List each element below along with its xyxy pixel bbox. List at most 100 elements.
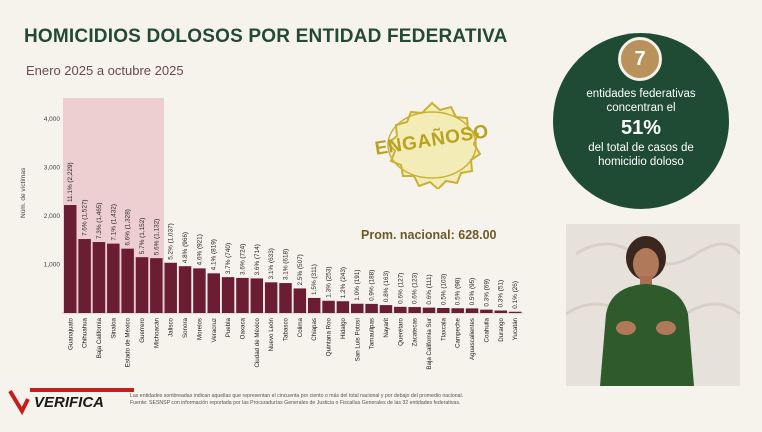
bar-value-label: 1.0% (191) (354, 269, 361, 300)
interpreter-figure-icon (566, 224, 740, 386)
x-tick-label: Tabasco (283, 317, 290, 341)
bar-value-label: 4.1% (819) (211, 239, 218, 270)
bar (64, 205, 77, 313)
bar-value-label: 1.3% (253) (326, 266, 333, 297)
bar (437, 308, 450, 313)
x-tick-label: San Luis Potosí (354, 318, 361, 362)
sign-language-interpreter (566, 224, 740, 386)
x-tick-label: Michoacán (153, 317, 160, 347)
bar (164, 262, 177, 313)
bar-value-label: 0.3% (69) (483, 279, 490, 307)
bar (451, 308, 464, 313)
bar (480, 309, 493, 313)
badge-percent: 51% (620, 117, 662, 139)
bar (78, 239, 91, 313)
x-tick-label: Quintana Roo (326, 317, 333, 356)
x-tick-label: Veracruz (211, 318, 218, 342)
x-tick-label: Morelos (196, 318, 203, 340)
bar-value-label: 4.8% (966) (182, 232, 189, 263)
footnote-line1: Las entidades sombreadas indican aquella… (130, 393, 464, 399)
x-tick-label: Oaxaca (239, 317, 246, 339)
x-tick-label: Baja California Sur (426, 318, 433, 370)
bar (293, 288, 307, 313)
bar-value-label: 0.6% (123) (412, 273, 419, 304)
badge-line2: concentran el (606, 102, 676, 114)
x-tick-label: Baja California (96, 317, 103, 358)
bar (394, 306, 407, 313)
badge-line1: entidades federativas (586, 88, 696, 100)
bar-value-label: 0.1% (26) (512, 281, 519, 309)
x-tick-label: Campeche (455, 317, 462, 347)
x-tick-label: Estado de México (125, 317, 132, 367)
x-tick-label: Sonora (182, 317, 189, 338)
x-tick-label: Nayarit (383, 318, 390, 338)
bar (150, 258, 163, 313)
bar-value-label: 2.5% (507) (297, 254, 304, 285)
bar (322, 300, 335, 313)
badge-number: 7 (618, 37, 662, 81)
national-average-label: Prom. nacional: 628.00 (361, 228, 497, 242)
x-tick-label: Guanajuato (67, 317, 74, 350)
bar-value-label: 1.2% (243) (340, 267, 347, 298)
bar-value-label: 1.5% (311) (311, 264, 318, 295)
bar-value-label: 0.6% (111) (426, 274, 433, 304)
bar (508, 311, 522, 313)
verifica-logo: VERIFICA (8, 385, 136, 416)
verifica-check-icon (8, 388, 134, 416)
bar-value-label: 7.1% (1,432) (110, 204, 117, 241)
x-tick-label: Querétaro (397, 317, 404, 345)
x-tick-label: Chihuahua (82, 317, 89, 347)
x-tick-label: Durango (498, 317, 505, 341)
bar-value-label: 0.3% (51) (498, 280, 505, 308)
bar (107, 243, 120, 313)
footnote: Las entidades sombreadas indican aquella… (130, 393, 540, 407)
bar-value-label: 0.6% (127) (397, 273, 404, 304)
bar (408, 307, 421, 313)
bar (121, 248, 134, 313)
bar (92, 242, 106, 313)
bar (135, 257, 149, 313)
bar-value-label: 0.9% (188) (369, 270, 376, 301)
x-tick-label: Jalisco (168, 317, 175, 336)
badge-line4: homicidio doloso (598, 156, 684, 168)
bar (264, 282, 278, 313)
bar-value-label: 3.1% (633) (268, 248, 275, 279)
x-tick-label: Ciudad de México (254, 317, 261, 367)
bar-value-label: 3.6% (724) (239, 244, 246, 275)
x-tick-label: Chiapas (311, 318, 318, 341)
bar (494, 310, 507, 313)
bar (379, 305, 393, 313)
y-tick-label: 4,000 (44, 116, 61, 123)
bar (365, 303, 378, 313)
y-tick-label: 1,000 (44, 262, 61, 269)
bar (207, 273, 220, 313)
bar (236, 277, 249, 313)
bar (221, 277, 235, 313)
bar-value-label: 0.5% (95) (469, 278, 476, 306)
badge-text: entidades federativas concentran el 51% … (566, 87, 716, 169)
x-tick-label: Hidalgo (340, 317, 347, 339)
page-title: HOMICIDIOS DOLOSOS POR ENTIDAD FEDERATIV… (24, 26, 508, 47)
logo-text: VERIFICA (34, 394, 105, 411)
bar-value-label: 3.1% (618) (283, 249, 290, 280)
bar-value-label: 4.6% (921) (196, 234, 203, 265)
bar (422, 307, 436, 313)
bar-value-label: 0.5% (103) (440, 274, 447, 305)
x-tick-label: Sinaloa (110, 317, 117, 338)
enganoso-stamp: ENGAÑOSO (372, 101, 492, 191)
bar-value-label: 6.6% (1,328) (125, 209, 132, 246)
y-tick-label: 3,000 (44, 165, 61, 172)
x-tick-label: Tlaxcala (440, 317, 447, 341)
bar-value-label: 7.6% (1,527) (82, 199, 89, 236)
bar-value-label: 7.3% (1,465) (96, 202, 103, 239)
bar (193, 268, 206, 313)
bar (250, 278, 264, 313)
bar-value-label: 11.1% (2,229) (67, 162, 74, 202)
bar-value-label: 0.8% (163) (383, 271, 390, 302)
bar-value-label: 3.6% (714) (254, 244, 261, 275)
x-tick-label: Guerrero (139, 317, 146, 342)
bar-value-label: 0.5% (98) (455, 278, 462, 306)
y-tick-label: 2,000 (44, 213, 61, 220)
x-tick-label: Coahuila (483, 317, 490, 342)
